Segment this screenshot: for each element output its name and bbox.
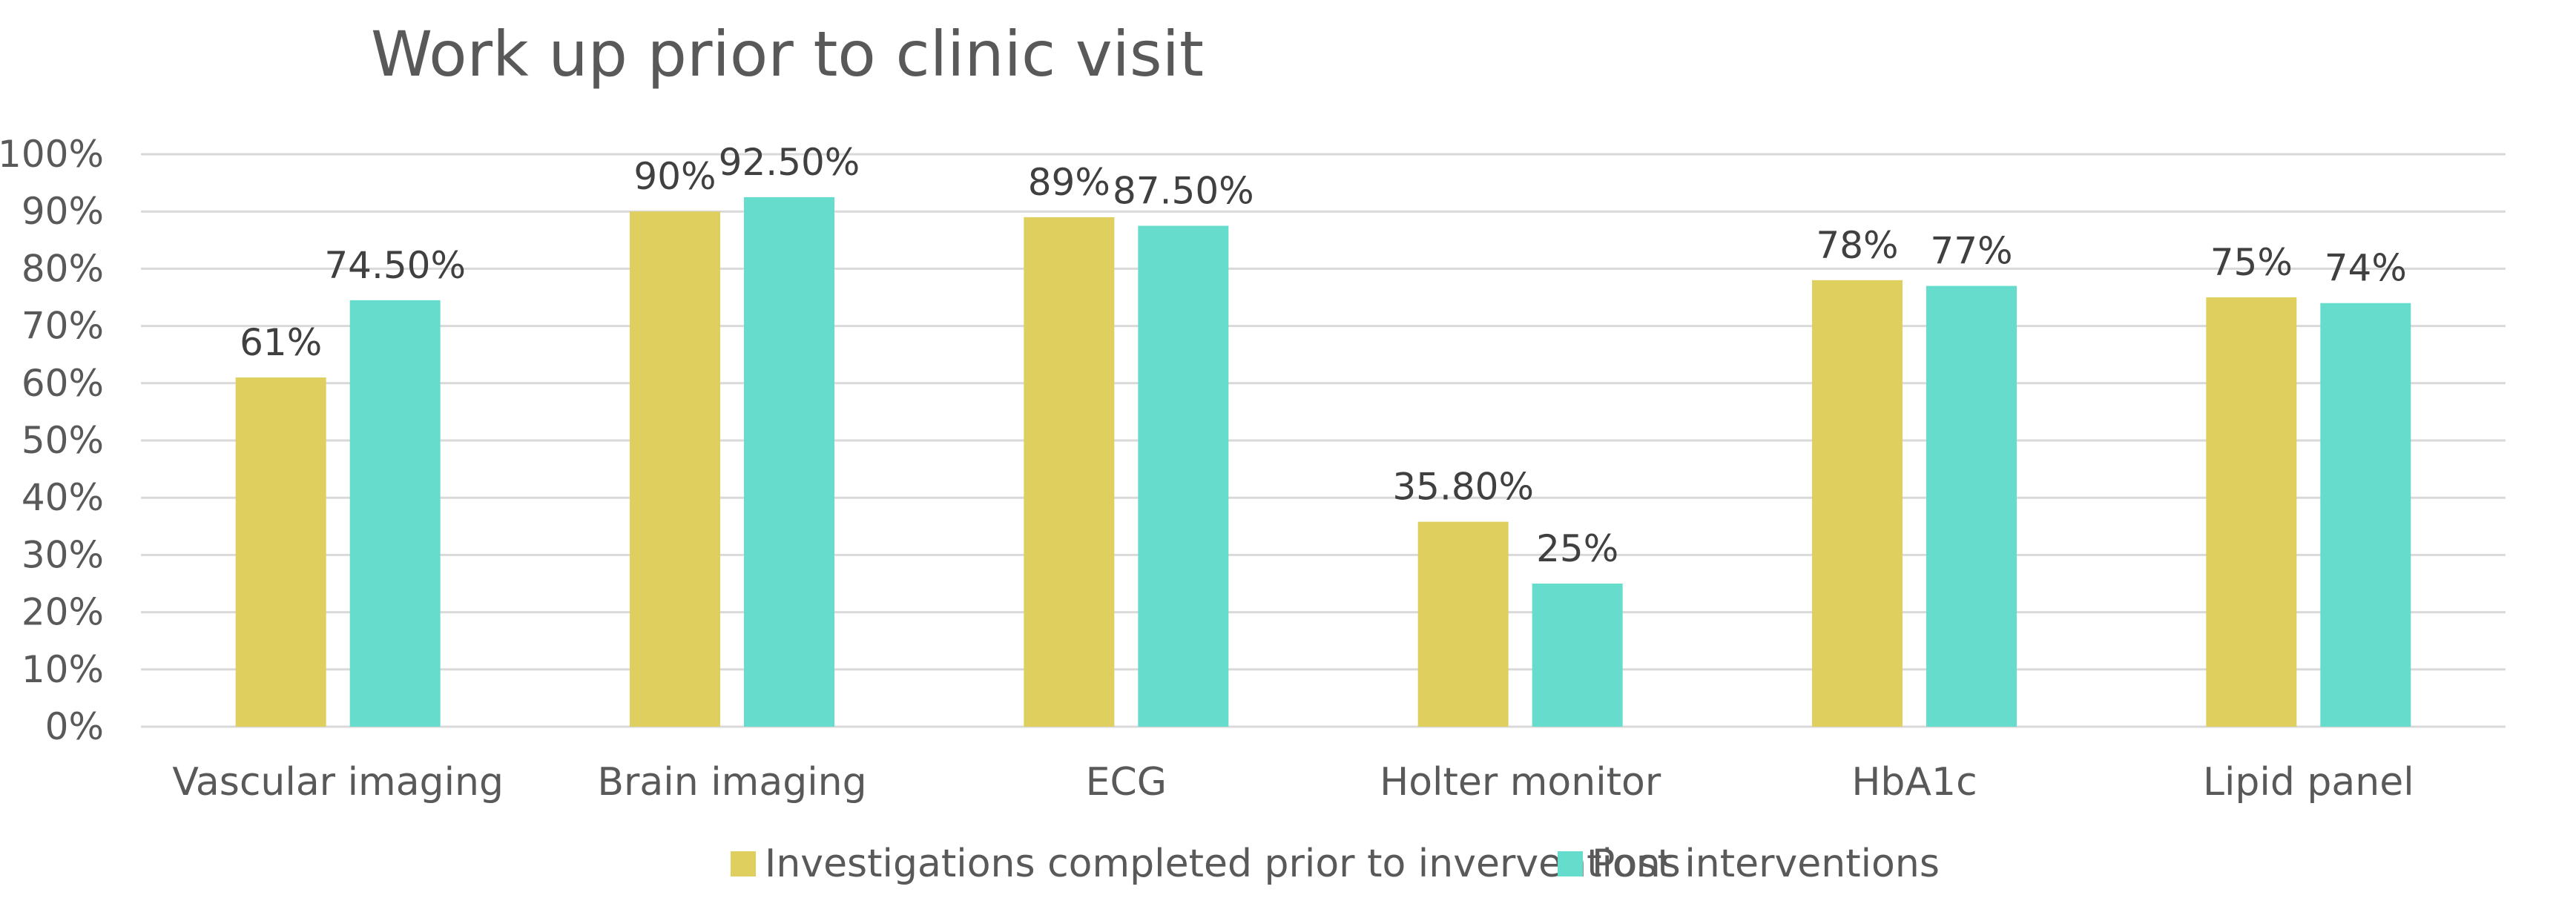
x-category-label: Lipid panel — [2203, 760, 2414, 805]
data-label: 89% — [1028, 161, 1110, 204]
x-axis-categories: Vascular imaging Brain imaging ECG Holter m… — [172, 760, 2414, 805]
y-tick-label: 70% — [22, 305, 104, 348]
x-category-label: HbA1c — [1851, 760, 1977, 805]
data-label: 35.80% — [1392, 466, 1534, 509]
y-tick-label: 10% — [22, 648, 104, 691]
gridlines — [141, 153, 2506, 728]
bar — [630, 211, 720, 727]
x-category-label: Vascular imaging — [172, 760, 504, 805]
data-label: 90% — [633, 155, 716, 198]
y-tick-label: 100% — [0, 133, 104, 176]
y-tick-label: 80% — [22, 247, 104, 290]
chart-title: Work up prior to clinic visit — [371, 18, 1204, 90]
bar — [235, 377, 326, 727]
data-label: 77% — [1930, 230, 2012, 273]
bar — [1024, 217, 1115, 727]
legend-swatch — [1558, 851, 1583, 876]
y-tick-label: 20% — [22, 591, 104, 634]
x-category-label: ECG — [1086, 760, 1167, 805]
data-labels: 61%74.50% 90% 92.50% 89% 87.50% 35.80%25% 78% 7… — [240, 141, 2407, 570]
y-axis-ticks: 0% 10% 20% 30% 40% 50% 60% 70% 80% 90% 100% — [0, 133, 104, 748]
bar — [1812, 280, 1903, 727]
y-tick-label: 30% — [22, 533, 104, 576]
legend-label: Post interventions — [1592, 842, 1940, 886]
bar — [1138, 225, 1229, 727]
y-tick-label: 0% — [45, 705, 104, 748]
data-label: 74.50% — [324, 244, 466, 287]
bar — [2320, 303, 2411, 727]
y-tick-label: 50% — [22, 419, 104, 462]
bar — [1926, 285, 2017, 727]
data-label: 25% — [1536, 527, 1618, 570]
bar — [744, 197, 834, 727]
bar — [1417, 521, 1509, 727]
bar — [1532, 584, 1623, 727]
data-label: 87.50% — [1113, 170, 1254, 213]
y-tick-label: 40% — [22, 476, 104, 519]
data-label: 92.50% — [719, 141, 860, 184]
data-label: 78% — [1816, 224, 1898, 267]
legend-swatch — [731, 851, 756, 876]
bars — [235, 197, 2411, 727]
data-label: 61% — [240, 321, 322, 364]
y-tick-label: 60% — [22, 362, 104, 405]
y-tick-label: 90% — [22, 190, 104, 233]
data-label: 75% — [2210, 241, 2293, 284]
x-category-label: Brain imaging — [597, 760, 866, 805]
bar — [349, 300, 441, 727]
x-category-label: Holter monitor — [1380, 760, 1661, 805]
legend: Investigations completed prior to inverv… — [731, 842, 1940, 886]
data-label: 74% — [2325, 247, 2407, 290]
bar — [2206, 297, 2297, 727]
legend-label: Investigations completed prior to inverv… — [765, 842, 1681, 886]
